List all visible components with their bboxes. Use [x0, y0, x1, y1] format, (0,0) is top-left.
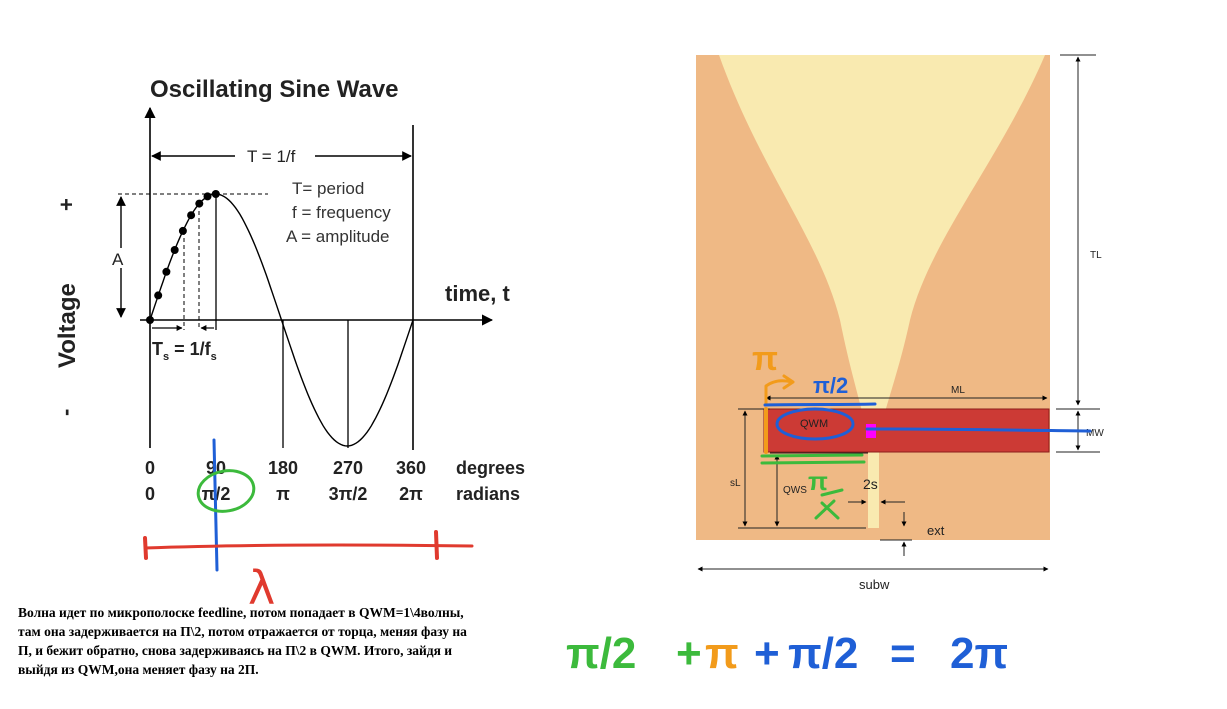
eq-equals: = [890, 629, 916, 678]
caption-line-4: выйдя из QWM,она меняет фазу на 2П. [18, 662, 259, 677]
y-axis-minus: - [53, 409, 78, 416]
sample-point [146, 316, 154, 324]
green-return-lines [760, 453, 866, 465]
rad-tick-0: 0 [145, 484, 155, 504]
eq-term-2: π [705, 629, 739, 678]
sine-annotations: λ [143, 438, 474, 615]
label-ext: ext [927, 523, 945, 538]
label-sL: sL [730, 478, 741, 489]
eq-result: 2π [950, 629, 1008, 678]
eq-term-3: π/2 [788, 629, 858, 678]
red-wavelength-line [143, 543, 474, 550]
label-QWS: QWS [783, 485, 807, 496]
orange-pi: π [752, 340, 778, 378]
y-axis-plus: + [54, 198, 79, 211]
rad-tick-pi: π [276, 484, 290, 504]
feed-point [866, 424, 876, 438]
sample-point [195, 199, 204, 208]
label-subw: subw [859, 577, 890, 592]
legend-amplitude: A = amplitude [286, 227, 390, 246]
x-axis-label: time, t [445, 281, 510, 306]
caption-line-1: Волна идет по микрополоске feedline, пот… [18, 605, 464, 620]
label-ML: ML [951, 385, 965, 396]
deg-tick-270: 270 [333, 458, 363, 478]
radians-label: radians [456, 484, 520, 504]
antenna-annotations: π π/2 π [752, 340, 1092, 520]
period-label: T = 1/f [247, 147, 296, 166]
sine-title: Oscillating Sine Wave [150, 76, 399, 103]
sample-point [187, 211, 196, 220]
red-tick-right [434, 530, 439, 560]
amplitude-label-bg [110, 248, 130, 268]
blue-forward-line [763, 402, 877, 407]
deg-tick-180: 180 [268, 458, 298, 478]
sine-figure: Oscillating Sine Wave T = 1/f T= period … [53, 76, 525, 504]
green-half-mark [814, 488, 844, 520]
legend-period: T= period [292, 179, 364, 198]
lambda-symbol: λ [248, 561, 275, 615]
eq-term-1: π/2 [566, 629, 636, 678]
blue-marker-line [212, 438, 219, 572]
legend-frequency: f = frequency [292, 203, 391, 222]
blue-feed-line [865, 427, 1092, 433]
green-pi: π [808, 466, 828, 496]
rad-tick-2pi: 2π [399, 484, 423, 504]
blue-pi-2-label: π/2 [813, 373, 848, 398]
label-QWM: QWM [800, 418, 828, 430]
deg-tick-360: 360 [396, 458, 426, 478]
sample-point [162, 267, 171, 276]
antenna-figure: TL MW ML sL QWS 2s ext subw QWM [696, 54, 1104, 592]
blue-qwm-ellipse [775, 407, 855, 441]
sine-curve [149, 193, 414, 447]
sample-point [203, 192, 212, 201]
rad-tick-3pi-2: 3π/2 [329, 484, 368, 504]
sample-period-label: Ts = 1/fs [152, 339, 217, 363]
red-tick-left [143, 536, 148, 560]
sample-point [154, 291, 163, 300]
explanation-caption: Волна идет по микрополоске feedline, пот… [18, 603, 558, 679]
label-2s: 2s [863, 476, 878, 492]
tapered-slot [719, 55, 1045, 528]
y-axis-label: Voltage [54, 283, 81, 368]
sample-point [211, 190, 220, 198]
deg-tick-0: 0 [145, 458, 155, 478]
sample-point [170, 246, 179, 254]
eq-plus-1: + [676, 629, 702, 678]
sample-points [146, 190, 220, 324]
caption-line-2: там она задерживается на П\2, потом отра… [18, 624, 467, 639]
sample-point [178, 226, 187, 235]
orange-arrow [764, 374, 795, 406]
label-MW: MW [1086, 428, 1104, 439]
green-circle-pi-2 [196, 469, 256, 513]
label-TL: TL [1090, 250, 1102, 261]
phase-equation: π/2 + π + π/2 = 2π [566, 629, 1008, 678]
degrees-label: degrees [456, 458, 525, 478]
caption-line-3: П, и бежит обратно, снова задерживаясь н… [18, 643, 453, 658]
amplitude-label: A [112, 250, 124, 269]
eq-plus-2: + [754, 629, 780, 678]
